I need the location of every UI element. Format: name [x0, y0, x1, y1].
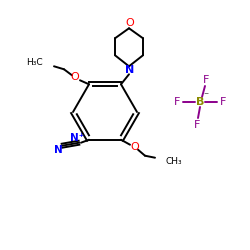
Text: ⁻: ⁻ — [204, 91, 208, 101]
Text: O: O — [71, 72, 80, 82]
Text: N: N — [126, 65, 134, 75]
Text: CH₃: CH₃ — [166, 157, 182, 166]
Text: H₃C: H₃C — [26, 58, 43, 67]
Text: F: F — [220, 97, 226, 107]
Text: O: O — [126, 18, 134, 28]
Text: F: F — [194, 120, 200, 130]
Text: B: B — [196, 97, 204, 107]
Text: O: O — [130, 142, 140, 152]
Text: N: N — [54, 145, 62, 155]
Text: N⁺: N⁺ — [70, 133, 84, 143]
Text: F: F — [174, 97, 180, 107]
Text: F: F — [203, 75, 209, 85]
